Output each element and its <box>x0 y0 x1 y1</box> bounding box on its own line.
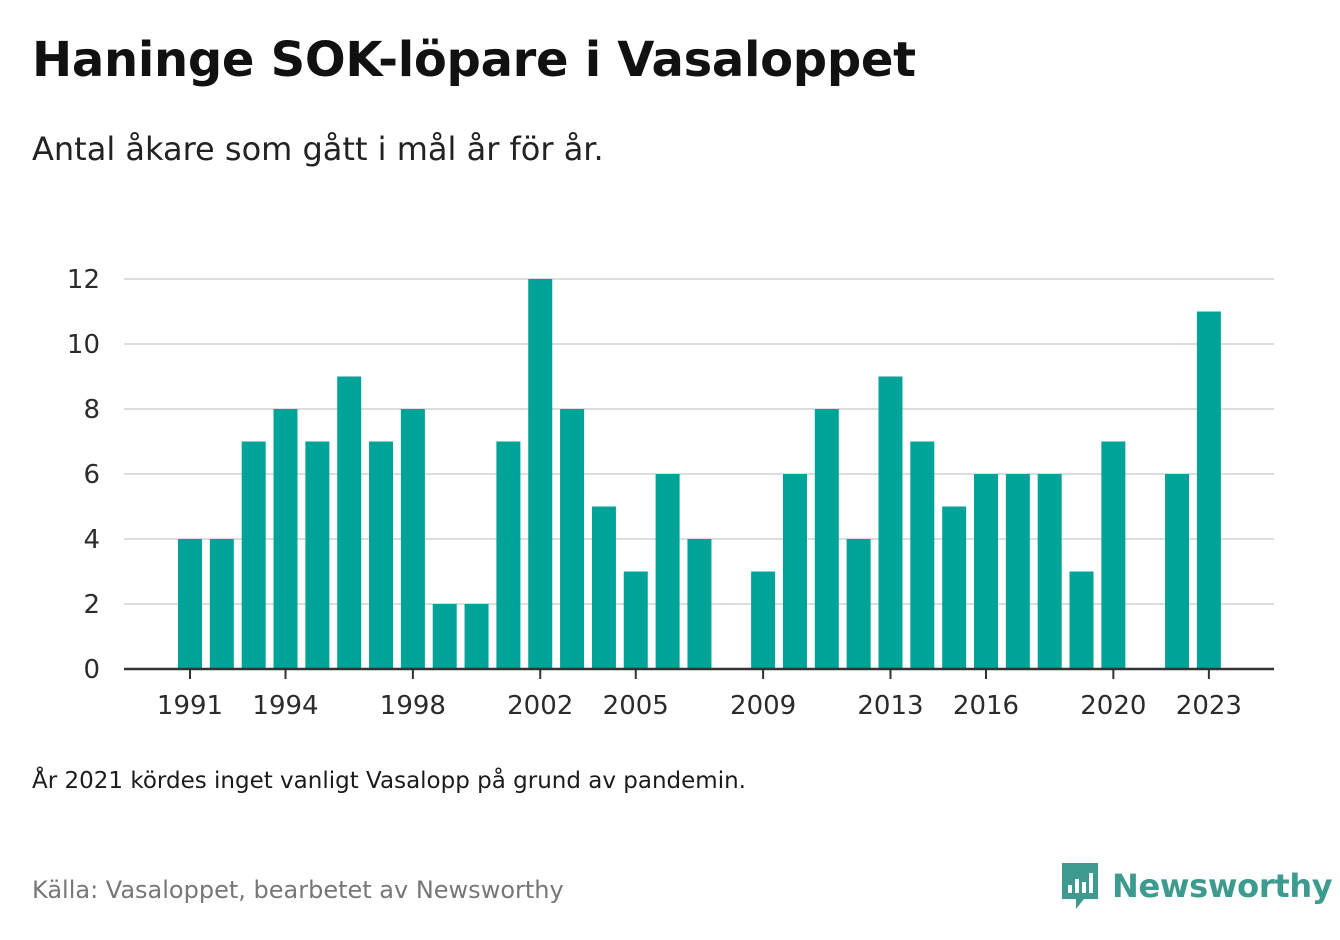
bar-2016 <box>974 474 998 669</box>
y-tick-label: 10 <box>67 330 100 360</box>
bar-1997 <box>369 441 394 669</box>
bar-2001 <box>496 441 521 669</box>
x-tick-label: 2013 <box>857 691 923 721</box>
bar-2011 <box>814 409 839 669</box>
bar-2018 <box>1037 474 1062 669</box>
bar-2006 <box>655 474 680 669</box>
bar-2022 <box>1165 474 1190 669</box>
bar-1996 <box>337 376 362 669</box>
bar-2015 <box>942 506 967 669</box>
source-text: Källa: Vasaloppet, bearbetet av Newswort… <box>32 876 564 904</box>
x-tick-label: 2005 <box>603 691 669 721</box>
bar-1998 <box>400 409 425 669</box>
y-tick-label: 4 <box>83 525 100 555</box>
y-tick-label: 6 <box>83 460 100 490</box>
bar-1994 <box>273 409 298 669</box>
x-tick-label: 1994 <box>252 691 318 721</box>
bar-1993 <box>241 441 266 669</box>
bar-2012 <box>846 539 871 669</box>
bar-2019 <box>1069 571 1094 669</box>
brand-logo[interactable]: Newsworthy <box>1060 860 1333 912</box>
x-tick-label: 2023 <box>1176 691 1242 721</box>
bar-2000 <box>464 604 489 669</box>
bar-1992 <box>209 539 234 669</box>
bar-1991 <box>178 539 202 669</box>
bar-2023 <box>1196 311 1221 669</box>
bars <box>178 279 1221 669</box>
x-tick-label: 2002 <box>507 691 573 721</box>
bar-2020 <box>1101 441 1126 669</box>
x-tick-label: 2009 <box>730 691 796 721</box>
bar-2014 <box>910 441 935 669</box>
x-tick-label: 2020 <box>1080 691 1146 721</box>
bar-2003 <box>560 409 585 669</box>
x-tick-label: 2016 <box>953 691 1019 721</box>
y-tick-label: 2 <box>83 590 100 620</box>
bar-2017 <box>1005 474 1030 669</box>
chart-title: Haninge SOK-löpare i Vasaloppet <box>32 32 916 88</box>
bar-2007 <box>687 539 712 669</box>
chart-note: År 2021 kördes inget vanligt Vasalopp på… <box>32 768 746 794</box>
x-tick-label: 1991 <box>157 691 223 721</box>
bar-2002 <box>528 279 553 669</box>
bar-1999 <box>432 604 457 669</box>
bar-1995 <box>305 441 330 669</box>
newsworthy-logo-icon <box>1062 863 1098 909</box>
y-tick-label: 8 <box>83 395 100 425</box>
bar-2013 <box>878 376 903 669</box>
y-tick-label: 0 <box>83 655 100 685</box>
bar-2005 <box>623 571 648 669</box>
bar-2010 <box>782 474 807 669</box>
x-tick-label: 1998 <box>380 691 446 721</box>
y-tick-label: 12 <box>67 265 100 295</box>
bar-2004 <box>591 506 616 669</box>
brand-name: Newsworthy <box>1112 867 1333 905</box>
bar-2009 <box>751 571 776 669</box>
chart-subtitle: Antal åkare som gått i mål år för år. <box>32 130 604 168</box>
axes: 0 2 4 6 8 10 12 1991 1994 1998 2002 2005 2009 2013 201… <box>67 265 1274 721</box>
